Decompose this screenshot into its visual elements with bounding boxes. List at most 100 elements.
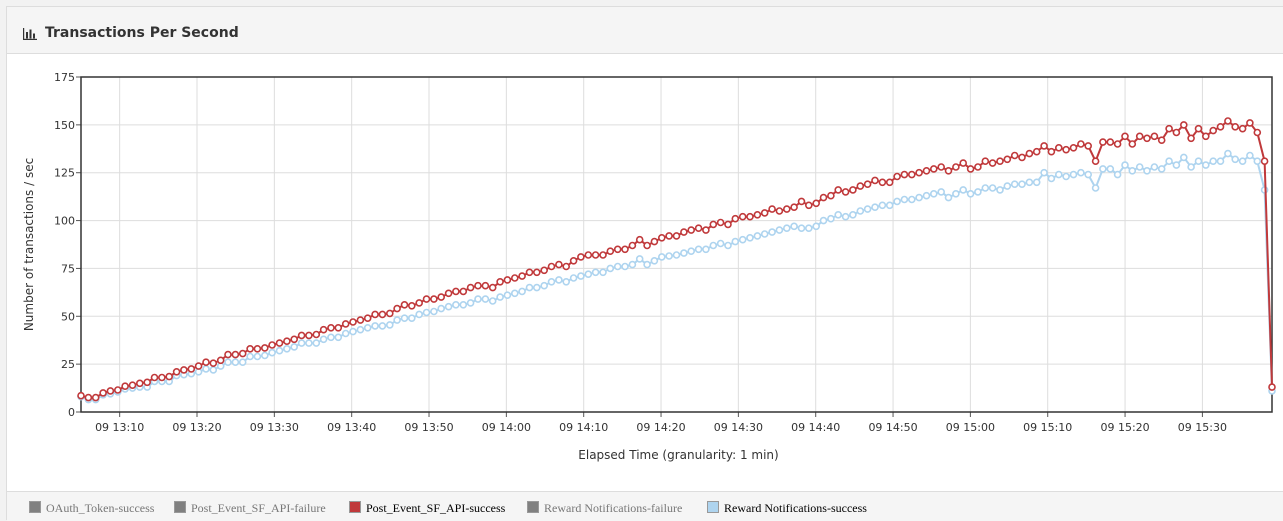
data-point — [1253, 128, 1262, 137]
data-point — [1143, 134, 1151, 143]
data-point — [591, 251, 600, 259]
legend-item[interactable]: Reward Notifications-success — [707, 501, 867, 515]
data-point — [628, 260, 637, 269]
data-point — [503, 276, 512, 284]
data-point — [929, 165, 938, 173]
data-point — [1157, 136, 1166, 144]
data-point — [371, 322, 379, 330]
data-point — [1157, 165, 1166, 173]
data-point — [819, 193, 828, 202]
data-point — [1216, 123, 1225, 131]
legend-label: Reward Notifications-failure — [544, 501, 683, 515]
data-point — [1047, 147, 1056, 156]
data-point — [253, 352, 262, 361]
data-point — [584, 270, 593, 279]
data-point — [216, 356, 225, 365]
data-point — [481, 281, 490, 290]
legend-item[interactable]: OAuth_Token-success — [29, 501, 154, 515]
data-point — [1135, 163, 1144, 171]
data-point — [731, 214, 740, 223]
data-point — [106, 387, 115, 395]
data-point — [900, 195, 909, 204]
data-point — [415, 310, 424, 319]
data-point — [510, 289, 519, 298]
data-point — [797, 224, 806, 232]
data-point — [1194, 124, 1203, 133]
data-point — [363, 314, 372, 323]
data-point — [356, 325, 365, 334]
data-point — [907, 195, 916, 204]
data-point — [996, 186, 1004, 194]
data-point — [209, 359, 218, 368]
data-point — [555, 260, 563, 269]
x-tick-label: 09 15:20 — [1100, 421, 1149, 434]
data-point — [1091, 157, 1100, 165]
data-point — [1040, 142, 1048, 150]
x-tick-label: 09 15:30 — [1178, 421, 1227, 434]
legend-item[interactable]: Post_Event_SF_API-failure — [174, 501, 326, 515]
chart-legend: OAuth_Token-success Post_Event_SF_API-fai… — [7, 491, 1283, 521]
data-point — [577, 253, 585, 261]
data-point — [1069, 144, 1078, 152]
data-point — [974, 188, 982, 196]
data-point — [1106, 138, 1115, 146]
data-point — [569, 257, 578, 265]
data-point — [400, 300, 409, 309]
data-point — [768, 228, 776, 236]
data-point — [407, 301, 416, 310]
data-point — [356, 316, 365, 324]
x-axis-label: Elapsed Time (granularity: 1 min) — [578, 448, 778, 462]
data-point — [540, 266, 549, 275]
data-point — [812, 222, 821, 231]
data-point — [1135, 132, 1144, 141]
data-point — [84, 393, 93, 402]
panel-title: Transactions Per Second — [45, 25, 239, 41]
data-point — [1202, 132, 1210, 141]
data-point — [871, 176, 879, 185]
data-point — [665, 252, 673, 260]
data-point — [459, 287, 468, 296]
data-point — [437, 304, 446, 313]
data-point — [1018, 153, 1026, 162]
legend-item[interactable]: Reward Notifications-failure — [527, 501, 682, 515]
legend-swatch — [707, 501, 719, 513]
data-point — [613, 245, 622, 254]
data-point — [319, 335, 328, 344]
data-point — [437, 293, 446, 301]
data-point — [430, 307, 438, 316]
data-point — [327, 333, 335, 342]
data-point — [1040, 168, 1048, 177]
y-tick-label: 50 — [61, 310, 75, 323]
data-point — [1216, 157, 1225, 165]
x-tick-label: 09 14:10 — [559, 421, 608, 434]
bar-chart-icon — [23, 28, 37, 40]
data-point — [341, 329, 350, 338]
data-point — [746, 234, 754, 242]
data-point — [1231, 123, 1239, 131]
data-point — [1165, 157, 1173, 165]
data-point — [172, 367, 181, 376]
data-point — [562, 262, 571, 271]
data-point — [768, 205, 776, 213]
series-reward-notifications-success — [77, 149, 1276, 404]
data-point — [312, 339, 321, 347]
data-point — [819, 216, 828, 225]
data-point — [231, 358, 240, 367]
data-point — [415, 299, 424, 307]
x-tick-label: 09 13:10 — [95, 421, 144, 434]
data-point — [746, 212, 754, 221]
legend-item[interactable]: Post_Event_SF_API-success — [349, 501, 505, 515]
data-point — [782, 205, 791, 213]
data-point — [672, 251, 681, 259]
data-point — [525, 268, 534, 277]
data-point — [577, 272, 585, 280]
x-tick-label: 09 14:00 — [482, 421, 531, 434]
tps-panel: Transactions Per Second 0 25 50 75 100 125 150… — [6, 6, 1283, 521]
data-point — [99, 389, 107, 397]
x-tick-label: 09 13:30 — [250, 421, 299, 434]
data-point — [702, 226, 710, 234]
data-point — [341, 320, 350, 328]
data-point — [305, 339, 313, 347]
data-point — [238, 349, 247, 358]
data-point — [988, 159, 997, 167]
